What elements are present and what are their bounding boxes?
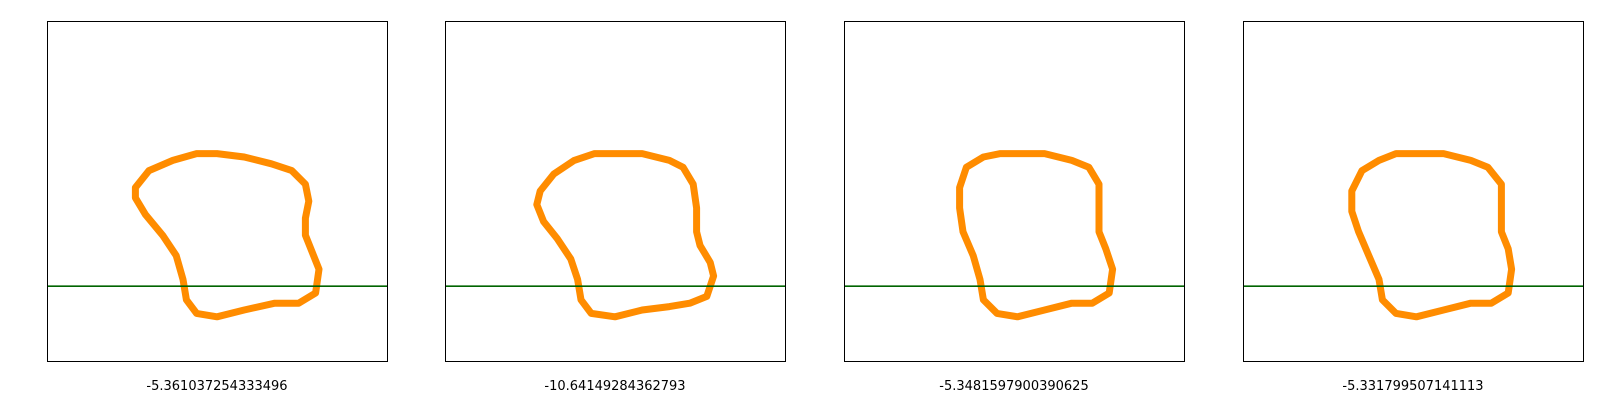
panel-1: -5.361037254333496	[47, 21, 388, 394]
panel-caption: -5.3481597900390625	[939, 379, 1088, 394]
panel-4: -5.331799507141113	[1243, 21, 1584, 394]
panel-frame	[47, 21, 388, 362]
contour-line	[956, 150, 1117, 321]
panel-3: -5.3481597900390625	[844, 21, 1185, 394]
panel-frame	[445, 21, 786, 362]
panel-2: -10.64149284362793	[445, 21, 786, 394]
panel-caption: -5.361037254333496	[146, 379, 287, 394]
contour-line	[131, 150, 323, 321]
contour-line	[1348, 150, 1516, 321]
contour-line	[533, 150, 718, 321]
panel-frame	[1243, 21, 1584, 362]
panel-frame	[844, 21, 1185, 362]
panel-caption: -10.64149284362793	[544, 379, 685, 394]
panel-caption: -5.331799507141113	[1342, 379, 1483, 394]
